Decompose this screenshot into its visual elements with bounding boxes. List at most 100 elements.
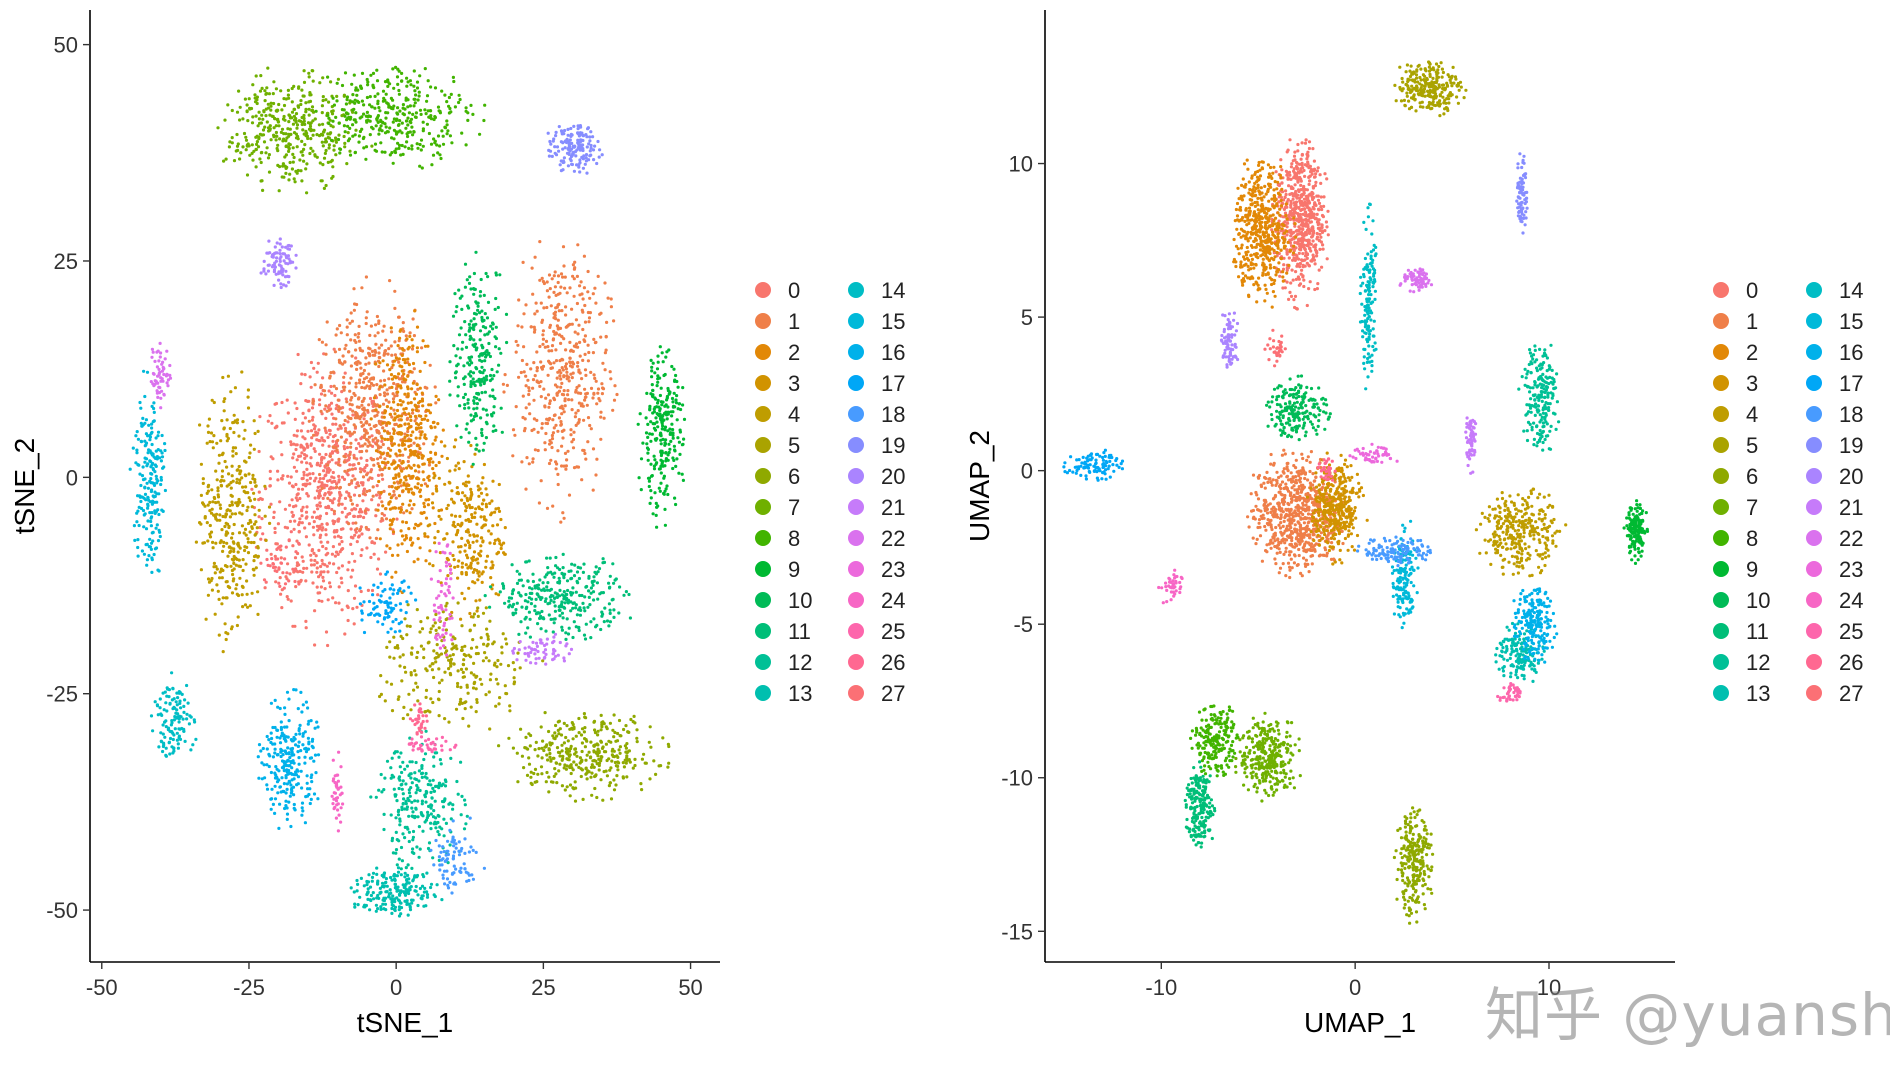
point (466, 474, 470, 478)
point (273, 117, 277, 121)
point (412, 367, 416, 371)
point (565, 592, 569, 597)
point (408, 794, 412, 798)
point (337, 474, 341, 478)
point (501, 632, 505, 636)
point (212, 495, 216, 500)
point (374, 350, 378, 354)
point (280, 108, 284, 112)
point (670, 414, 674, 418)
point (577, 628, 581, 633)
point (336, 534, 340, 538)
point (324, 430, 328, 435)
point (229, 549, 233, 554)
point (463, 406, 467, 410)
point (300, 139, 304, 143)
point (349, 575, 353, 579)
point (546, 393, 551, 397)
point (570, 576, 574, 581)
point (574, 423, 578, 427)
point (327, 444, 331, 448)
point (401, 103, 405, 107)
point (416, 799, 420, 803)
point (659, 438, 663, 442)
point (312, 533, 316, 537)
point (225, 565, 229, 569)
point (401, 716, 405, 721)
point (396, 384, 400, 388)
point (294, 496, 298, 500)
point (503, 684, 507, 688)
point (526, 626, 530, 630)
point (312, 447, 316, 451)
point (478, 294, 482, 298)
point (384, 550, 388, 554)
point (378, 496, 382, 500)
point (319, 392, 324, 396)
point (251, 83, 255, 87)
point (403, 435, 407, 439)
point (589, 755, 593, 759)
point (597, 757, 601, 761)
point (286, 93, 290, 97)
point (326, 570, 330, 574)
point (376, 99, 380, 103)
point (612, 749, 616, 753)
point (359, 414, 363, 419)
point (368, 119, 372, 123)
point (365, 449, 369, 453)
point (237, 434, 241, 438)
point (659, 764, 663, 768)
point (267, 170, 272, 174)
point (650, 432, 654, 436)
point (350, 432, 354, 436)
point (241, 420, 245, 424)
point (387, 105, 391, 109)
point (467, 328, 472, 332)
point (597, 397, 601, 401)
point (352, 596, 357, 600)
point (560, 404, 564, 408)
point (405, 140, 409, 144)
point (560, 743, 564, 747)
point (359, 84, 363, 88)
point (325, 320, 329, 324)
point (218, 576, 222, 580)
point (372, 463, 376, 467)
point (212, 434, 216, 438)
point (306, 429, 310, 433)
point (463, 543, 467, 547)
point (564, 305, 568, 309)
point (361, 475, 366, 479)
point (227, 145, 231, 149)
point (394, 848, 399, 852)
point (457, 545, 461, 549)
point (587, 589, 591, 593)
point (545, 585, 549, 589)
point (423, 532, 427, 536)
point (575, 613, 580, 617)
point (455, 530, 459, 535)
point (309, 360, 313, 365)
point (576, 332, 580, 336)
point (333, 350, 337, 354)
point (674, 373, 678, 378)
point (331, 165, 335, 169)
point (594, 301, 598, 305)
point (504, 691, 508, 696)
point (480, 315, 484, 320)
point (326, 496, 330, 500)
point (319, 585, 323, 589)
point (404, 484, 409, 488)
point (589, 386, 594, 390)
point (484, 505, 489, 509)
point (307, 127, 312, 131)
point (365, 420, 369, 424)
point (208, 523, 212, 528)
point (583, 726, 587, 730)
point (536, 448, 540, 453)
point (246, 505, 250, 509)
point (366, 588, 370, 593)
point (397, 414, 401, 418)
point (628, 760, 632, 764)
